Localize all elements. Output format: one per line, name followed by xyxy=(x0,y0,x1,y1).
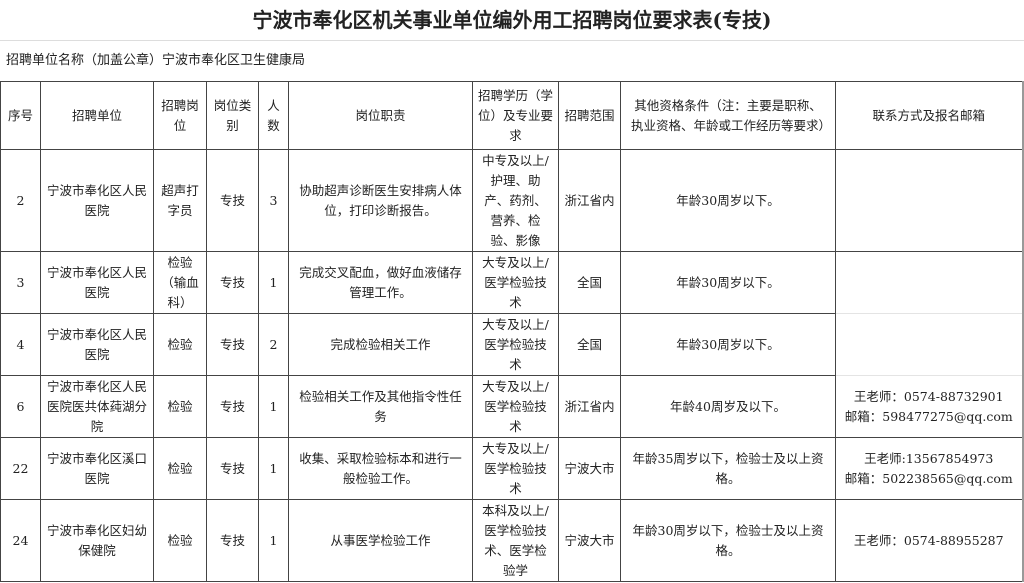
row-unit: 宁波市奉化区妇幼保健院 xyxy=(40,499,154,582)
table-row: 2 宁波市奉化区人民医院 超声打字员 专技 3 协助超声诊断医生安排病人体位，打印诊断报告… xyxy=(0,149,1024,252)
row-count: 1 xyxy=(258,437,289,500)
header-type: 岗位类别 xyxy=(206,81,259,150)
row-contact xyxy=(835,313,1024,376)
contact-phone: 王老师：0574-88955287 xyxy=(853,532,1004,548)
row-other: 年龄30周岁以下。 xyxy=(620,251,836,314)
row-other: 年龄30周岁以下。 xyxy=(620,149,836,252)
row-scope: 浙江省内 xyxy=(558,375,621,438)
job-requirements-table: 序号 招聘单位 招聘岗位 岗位类别 人数 岗位职责 招聘学历（学位）及专业要求 … xyxy=(0,81,1024,582)
row-type: 专技 xyxy=(206,313,259,376)
row-contact: 王老师:13567854973 邮箱：502238565@qq.com xyxy=(835,437,1024,500)
row-count: 1 xyxy=(258,499,289,582)
table-row: 24 宁波市奉化区妇幼保健院 检验 专技 1 从事医学检验工作 本科及以上/医学检验技术、医… xyxy=(0,499,1024,582)
header-duty: 岗位职责 xyxy=(288,81,473,150)
row-post: 检验 xyxy=(153,437,207,500)
table-header-row: 序号 招聘单位 招聘岗位 岗位类别 人数 岗位职责 招聘学历（学位）及专业要求 … xyxy=(0,81,1024,150)
row-type: 专技 xyxy=(206,375,259,438)
recruiting-unit-label: 招聘单位名称（加盖公章）宁波市奉化区卫生健康局 xyxy=(0,41,1024,81)
row-other: 年龄30周岁以下，检验士及以上资格。 xyxy=(620,499,836,582)
row-duty: 收集、采取检验标本和进行一般检验工作。 xyxy=(288,437,473,500)
row-contact xyxy=(835,251,1024,314)
row-number: 24 xyxy=(0,499,41,582)
row-other: 年龄35周岁以下，检验士及以上资格。 xyxy=(620,437,836,500)
row-number: 4 xyxy=(0,313,41,376)
row-type: 专技 xyxy=(206,437,259,500)
row-unit: 宁波市奉化区人民医院 xyxy=(40,251,154,314)
row-scope: 浙江省内 xyxy=(558,149,621,252)
row-education: 中专及以上/护理、助产、药剂、营养、检验、影像 xyxy=(472,149,559,252)
row-number: 2 xyxy=(0,149,41,252)
page-title: 宁波市奉化区机关事业单位编外用工招聘岗位要求表(专技) xyxy=(0,0,1024,41)
contact-email: 邮箱：502238565@qq.com xyxy=(844,470,1013,486)
row-unit: 宁波市奉化区溪口医院 xyxy=(40,437,154,500)
table-row: 4 宁波市奉化区人民医院 检验 专技 2 完成检验相关工作 大专及以上/医学检验技术 全国 年龄… xyxy=(0,313,1024,376)
row-scope: 全国 xyxy=(558,251,621,314)
header-contact: 联系方式及报名邮箱 xyxy=(835,81,1024,150)
row-post: 检验 xyxy=(153,375,207,438)
row-other: 年龄30周岁以下。 xyxy=(620,313,836,376)
contact-phone: 王老师：0574-88732901 xyxy=(853,388,1004,404)
row-education: 大专及以上/医学检验技术 xyxy=(472,437,559,500)
row-number: 3 xyxy=(0,251,41,314)
row-education: 大专及以上/医学检验技术 xyxy=(472,313,559,376)
row-education: 大专及以上/医学检验技术 xyxy=(472,375,559,438)
row-type: 专技 xyxy=(206,251,259,314)
header-no: 序号 xyxy=(0,81,41,150)
row-post: 检验（输血科） xyxy=(153,251,207,314)
row-number: 22 xyxy=(0,437,41,500)
row-type: 专技 xyxy=(206,149,259,252)
row-count: 1 xyxy=(258,251,289,314)
row-unit: 宁波市奉化区人民医院医共体莼湖分院 xyxy=(40,375,154,438)
row-contact xyxy=(835,149,1024,252)
row-count: 1 xyxy=(258,375,289,438)
row-contact: 王老师：0574-88732901 邮箱：598477275@qq.com xyxy=(835,375,1024,438)
row-scope: 宁波大市 xyxy=(558,499,621,582)
contact-email: 邮箱：598477275@qq.com xyxy=(844,408,1013,424)
contact-phone: 王老师:13567854973 xyxy=(864,450,994,466)
row-scope: 全国 xyxy=(558,313,621,376)
row-education: 本科及以上/医学检验技术、医学检验学 xyxy=(472,499,559,582)
row-post: 检验 xyxy=(153,313,207,376)
table-row: 6 宁波市奉化区人民医院医共体莼湖分院 检验 专技 1 检验相关工作及其他指令性任务 大专及… xyxy=(0,375,1024,438)
row-post: 超声打字员 xyxy=(153,149,207,252)
row-duty: 完成交叉配血，做好血液储存管理工作。 xyxy=(288,251,473,314)
row-education: 大专及以上/医学检验技术 xyxy=(472,251,559,314)
header-post: 招聘岗位 xyxy=(153,81,207,150)
header-other: 其他资格条件（注：主要是职称、执业资格、年龄或工作经历等要求） xyxy=(620,81,836,150)
row-scope: 宁波大市 xyxy=(558,437,621,500)
header-count: 人数 xyxy=(258,81,289,150)
row-duty: 协助超声诊断医生安排病人体位，打印诊断报告。 xyxy=(288,149,473,252)
header-scope: 招聘范围 xyxy=(558,81,621,150)
row-count: 2 xyxy=(258,313,289,376)
table-row: 3 宁波市奉化区人民医院 检验（输血科） 专技 1 完成交叉配血，做好血液储存管理工作。大… xyxy=(0,251,1024,314)
header-unit: 招聘单位 xyxy=(40,81,154,150)
table-row: 22 宁波市奉化区溪口医院 检验 专技 1 收集、采取检验标本和进行一般检验工作。 大专及以… xyxy=(0,437,1024,500)
row-duty: 从事医学检验工作 xyxy=(288,499,473,582)
row-duty: 完成检验相关工作 xyxy=(288,313,473,376)
row-contact: 王老师：0574-88955287 xyxy=(835,499,1024,582)
row-unit: 宁波市奉化区人民医院 xyxy=(40,149,154,252)
row-number: 6 xyxy=(0,375,41,438)
row-duty: 检验相关工作及其他指令性任务 xyxy=(288,375,473,438)
row-post: 检验 xyxy=(153,499,207,582)
row-other: 年龄40周岁及以下。 xyxy=(620,375,836,438)
row-count: 3 xyxy=(258,149,289,252)
header-education: 招聘学历（学位）及专业要求 xyxy=(472,81,559,150)
row-unit: 宁波市奉化区人民医院 xyxy=(40,313,154,376)
row-type: 专技 xyxy=(206,499,259,582)
